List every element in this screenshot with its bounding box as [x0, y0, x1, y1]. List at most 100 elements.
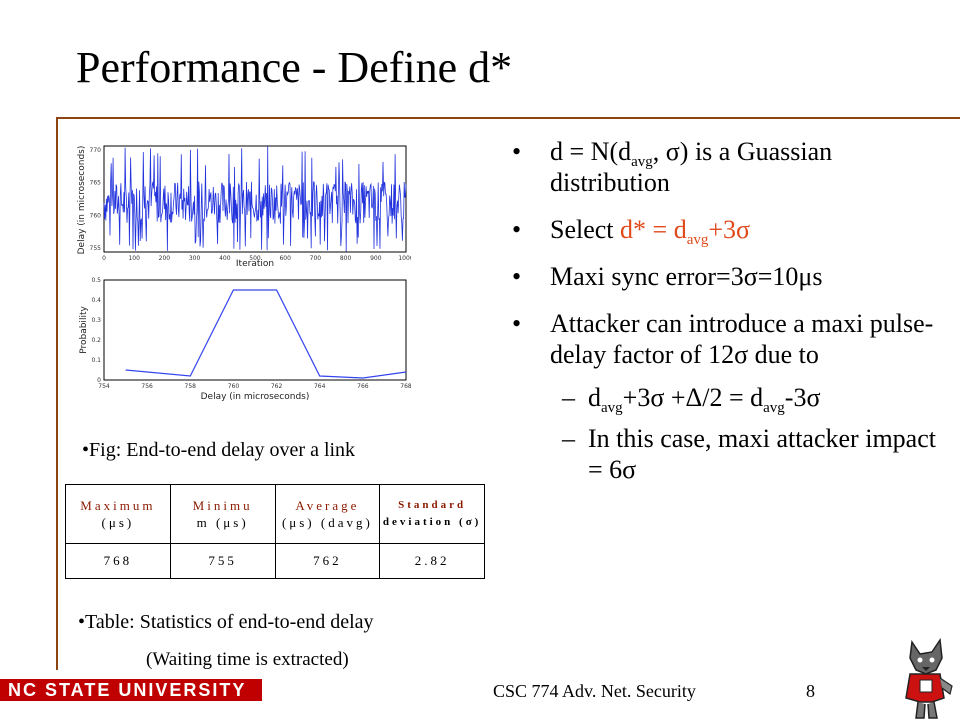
stats-value-average: 762 — [274, 543, 381, 579]
delay-figure-svg: 770 765 760 755 0 100 200 300 400 500 600 700 800 90… — [77, 145, 411, 402]
bottom-plot-xticks: 754 756 758 760 762 764 766 768 — [98, 383, 411, 390]
bullet-dot: • — [512, 137, 522, 166]
bullet-text: , σ) is a Guassian distribution — [550, 137, 833, 197]
bottom-xtick-label: 760 — [228, 383, 240, 390]
sub-bullet-equation: – davg+3σ +Δ/2 = davg-3σ — [512, 382, 952, 416]
subscript: avg — [686, 232, 709, 248]
top-xtick-label: 900 — [370, 255, 382, 262]
figure-caption: •Fig: End-to-end delay over a link — [82, 438, 355, 462]
top-xtick-label: 200 — [159, 255, 171, 262]
bottom-xtick-label: 764 — [314, 383, 326, 390]
bottom-plot-yticks: 0.5 0.4 0.3 0.2 0.1 0 — [91, 277, 101, 384]
bullet-attacker: • Attacker can introduce a maxi pulse-de… — [512, 308, 952, 370]
bottom-xtick-label: 766 — [357, 383, 369, 390]
top-plot-xlabel: Iteration — [236, 259, 274, 269]
top-xtick-label: 600 — [279, 255, 291, 262]
stats-header-row: Maximum (μs) Minimu m (μs) Average (μs) … — [65, 484, 485, 544]
table-caption-line2: (Waiting time is extracted) — [146, 649, 349, 670]
caption-bullet: • — [78, 611, 86, 633]
bottom-ytick-label: 0.2 — [91, 337, 101, 344]
ncsu-logo: NC STATE UNIVERSITY — [8, 680, 247, 700]
sub-bullet-impact: – In this case, maxi attacker impact = 6… — [512, 423, 952, 485]
bullet-text: -3σ — [784, 383, 821, 412]
bullet-list: • d = N(davg, σ) is a Guassian distribut… — [512, 136, 952, 495]
bottom-plot-xlabel: Delay (in microseconds) — [201, 392, 310, 402]
top-plot-ylabel: Delay (in microseconds) — [77, 146, 87, 255]
dash-dot: – — [562, 383, 575, 412]
dstar-formula: d* = d — [620, 215, 687, 244]
stats-value-maximum: 768 — [65, 543, 171, 579]
bullet-text: Select — [550, 215, 621, 244]
bottom-xtick-label: 768 — [400, 383, 411, 390]
bullet-text: Attacker can introduce a maxi pulse-dela… — [550, 309, 934, 369]
stats-header-stddev: Standard deviation (σ) — [379, 484, 485, 544]
bottom-ytick-label: 0.3 — [91, 317, 101, 324]
top-xtick-label: 0 — [102, 255, 106, 262]
stats-value-row: 768 755 762 2.82 — [65, 543, 485, 579]
dash-dot: – — [562, 424, 575, 453]
top-plot-trace — [103, 146, 407, 252]
stddev-unit: deviation (σ) — [382, 516, 482, 528]
bottom-xtick-label: 756 — [141, 383, 153, 390]
bullet-distribution: • d = N(davg, σ) is a Guassian distribut… — [512, 136, 952, 198]
minimum-label: Minimu — [192, 498, 253, 513]
stddev-label: Standard — [398, 499, 467, 511]
top-plot-xticks: 0 100 200 300 400 500 600 700 800 900 1000 — [102, 255, 411, 262]
top-ytick-label: 755 — [90, 245, 102, 252]
average-label: Average — [295, 498, 360, 513]
page-number: 8 — [806, 681, 815, 701]
top-ytick-label: 765 — [90, 180, 102, 187]
subscript: avg — [601, 400, 623, 416]
left-divider — [56, 118, 58, 670]
table-caption-text: Table: Statistics of end-to-end delay — [85, 611, 374, 633]
delay-figure: 770 765 760 755 0 100 200 300 400 500 600 700 800 90… — [66, 140, 411, 408]
bullet-dot: • — [512, 309, 522, 338]
minimum-unit: m (μs) — [196, 515, 249, 530]
bottom-xtick-label: 754 — [98, 383, 110, 390]
footer-logo-bar — [0, 679, 262, 701]
bullet-text: In this case, maxi attacker impact = 6σ — [588, 424, 936, 484]
average-unit: (μs) (davg) — [281, 515, 373, 530]
top-ytick-label: 770 — [90, 147, 102, 154]
slide-title: Performance - Define d* — [76, 43, 513, 92]
stats-value-minimum: 755 — [169, 543, 276, 579]
subscript: avg — [631, 154, 653, 170]
subscript: avg — [763, 400, 785, 416]
top-plot-yticks: 770 765 760 755 — [90, 147, 102, 252]
bottom-ytick-label: 0 — [97, 377, 101, 384]
top-xtick-label: 300 — [189, 255, 201, 262]
bullet-text: Maxi sync error=3σ=10μs — [550, 262, 823, 291]
stats-header-minimum: Minimu m (μs) — [169, 484, 276, 544]
stats-value-stddev: 2.82 — [379, 543, 485, 579]
stats-table: Maximum (μs) Minimu m (μs) Average (μs) … — [65, 484, 485, 579]
wolf-mascot-icon — [905, 637, 953, 719]
top-xtick-label: 100 — [128, 255, 140, 262]
top-ytick-label: 760 — [90, 212, 102, 219]
title-divider — [56, 117, 960, 119]
bullet-text: +3σ +Δ/2 = d — [622, 383, 764, 412]
bullet-text: d — [588, 383, 601, 412]
figure-caption-text: Fig: End-to-end delay over a link — [89, 439, 356, 461]
bottom-plot-frame — [103, 279, 407, 381]
maximum-unit: (μs) — [101, 515, 135, 530]
course-name: CSC 774 Adv. Net. Security — [493, 681, 696, 701]
probability-line — [125, 289, 407, 379]
stats-header-average: Average (μs) (davg) — [274, 484, 381, 544]
bottom-ytick-label: 0.5 — [91, 277, 101, 284]
bottom-plot-ylabel: Probability — [79, 306, 89, 354]
top-plot-trace-line — [103, 146, 407, 252]
table-caption: •Table: Statistics of end-to-end delay — [78, 610, 374, 634]
stats-header-maximum: Maximum (μs) — [65, 484, 171, 544]
bottom-ytick-label: 0.4 — [91, 297, 101, 304]
bullet-text: d = N(d — [550, 137, 632, 166]
bullet-dot: • — [512, 262, 522, 291]
top-xtick-label: 800 — [340, 255, 352, 262]
top-xtick-label: 700 — [310, 255, 322, 262]
top-xtick-label: 1000 — [398, 255, 411, 262]
top-xtick-label: 400 — [219, 255, 231, 262]
dstar-formula-tail: +3σ — [708, 215, 751, 244]
bullet-dot: • — [512, 215, 522, 244]
bullet-sync-error: • Maxi sync error=3σ=10μs — [512, 261, 952, 292]
bullet-select-dstar: • Select d* = davg+3σ — [512, 214, 952, 248]
